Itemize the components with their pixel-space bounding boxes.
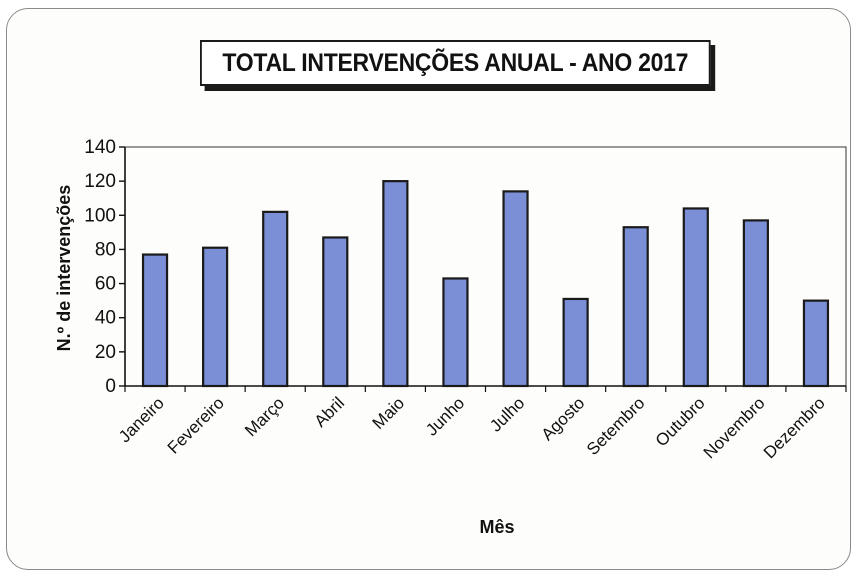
bar bbox=[202, 246, 229, 388]
bar bbox=[382, 180, 409, 388]
x-axis-title: Mês bbox=[479, 517, 514, 537]
y-tick-label: 0 bbox=[105, 376, 116, 397]
bar bbox=[622, 226, 649, 388]
bar bbox=[262, 210, 289, 388]
x-tick-label: Setembro bbox=[583, 393, 649, 459]
y-axis-title: N.º de intervenções bbox=[54, 185, 74, 352]
bar bbox=[322, 236, 349, 388]
y-tick-label: 120 bbox=[84, 171, 116, 192]
bar bbox=[742, 219, 769, 388]
bar bbox=[682, 207, 709, 388]
x-tick-label: Janeiro bbox=[115, 393, 168, 446]
y-tick-label: 80 bbox=[95, 239, 116, 260]
x-tick-label: Dezembro bbox=[760, 393, 829, 462]
x-tick-label: Novembro bbox=[700, 393, 769, 462]
plot-border bbox=[124, 146, 847, 387]
y-tick-label: 20 bbox=[95, 342, 116, 363]
x-tick-label: Julho bbox=[486, 393, 528, 435]
x-tick-label: Fevereiro bbox=[164, 393, 228, 457]
x-tick-label: Março bbox=[241, 393, 288, 440]
x-tick-label: Outubro bbox=[652, 393, 709, 450]
bar bbox=[502, 190, 529, 388]
bar bbox=[802, 299, 830, 388]
chart-title: TOTAL INTERVENÇÕES ANUAL - ANO 2017 bbox=[200, 40, 711, 86]
x-tick-label: Abril bbox=[311, 393, 348, 430]
x-tick-label: Agosto bbox=[538, 393, 589, 444]
bar bbox=[442, 277, 469, 388]
x-tick-label: Junho bbox=[422, 393, 468, 439]
y-tick-label: 140 bbox=[84, 137, 116, 158]
bar bbox=[562, 297, 589, 388]
y-tick-label: 60 bbox=[95, 274, 116, 295]
y-tick-label: 100 bbox=[84, 205, 116, 226]
y-tick-label: 40 bbox=[95, 308, 116, 329]
bar bbox=[141, 253, 169, 388]
x-tick-label: Maio bbox=[369, 393, 408, 432]
